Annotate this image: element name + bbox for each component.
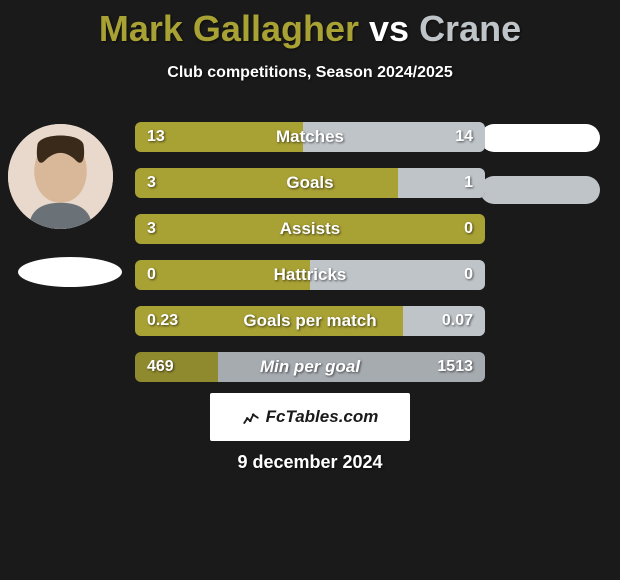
stat-row: 00Hattricks: [135, 260, 485, 290]
stat-label: Hattricks: [135, 260, 485, 290]
stat-row: 4691513Min per goal: [135, 352, 485, 382]
player1-name: Mark Gallagher: [99, 8, 359, 49]
player1-face-icon: [8, 124, 113, 229]
page-title: Mark Gallagher vs Crane: [0, 0, 620, 50]
player2-marker-2: [480, 176, 600, 204]
subtitle: Club competitions, Season 2024/2025: [0, 64, 620, 82]
date-text: 9 december 2024: [0, 452, 620, 473]
stat-row: 1314Matches: [135, 122, 485, 152]
stat-row: 30Assists: [135, 214, 485, 244]
player1-avatar: [8, 124, 113, 229]
player2-name: Crane: [419, 8, 521, 49]
stat-label: Goals: [135, 168, 485, 198]
stat-label: Min per goal: [135, 352, 485, 382]
stat-row: 0.230.07Goals per match: [135, 306, 485, 336]
stat-row: 31Goals: [135, 168, 485, 198]
stat-label: Goals per match: [135, 306, 485, 336]
stats-chart: 1314Matches 31Goals 30Assists 00Hattricks 0.…: [135, 122, 485, 382]
fctables-logo-icon: [242, 408, 260, 426]
attribution: FcTables.com: [210, 393, 410, 441]
attribution-text: FcTables.com: [266, 407, 379, 427]
player1-marker: [18, 257, 122, 287]
stat-label: Matches: [135, 122, 485, 152]
player2-marker-1: [480, 124, 600, 152]
stat-label: Assists: [135, 214, 485, 244]
player2-avatar: [480, 124, 600, 180]
vs-text: vs: [369, 8, 409, 49]
